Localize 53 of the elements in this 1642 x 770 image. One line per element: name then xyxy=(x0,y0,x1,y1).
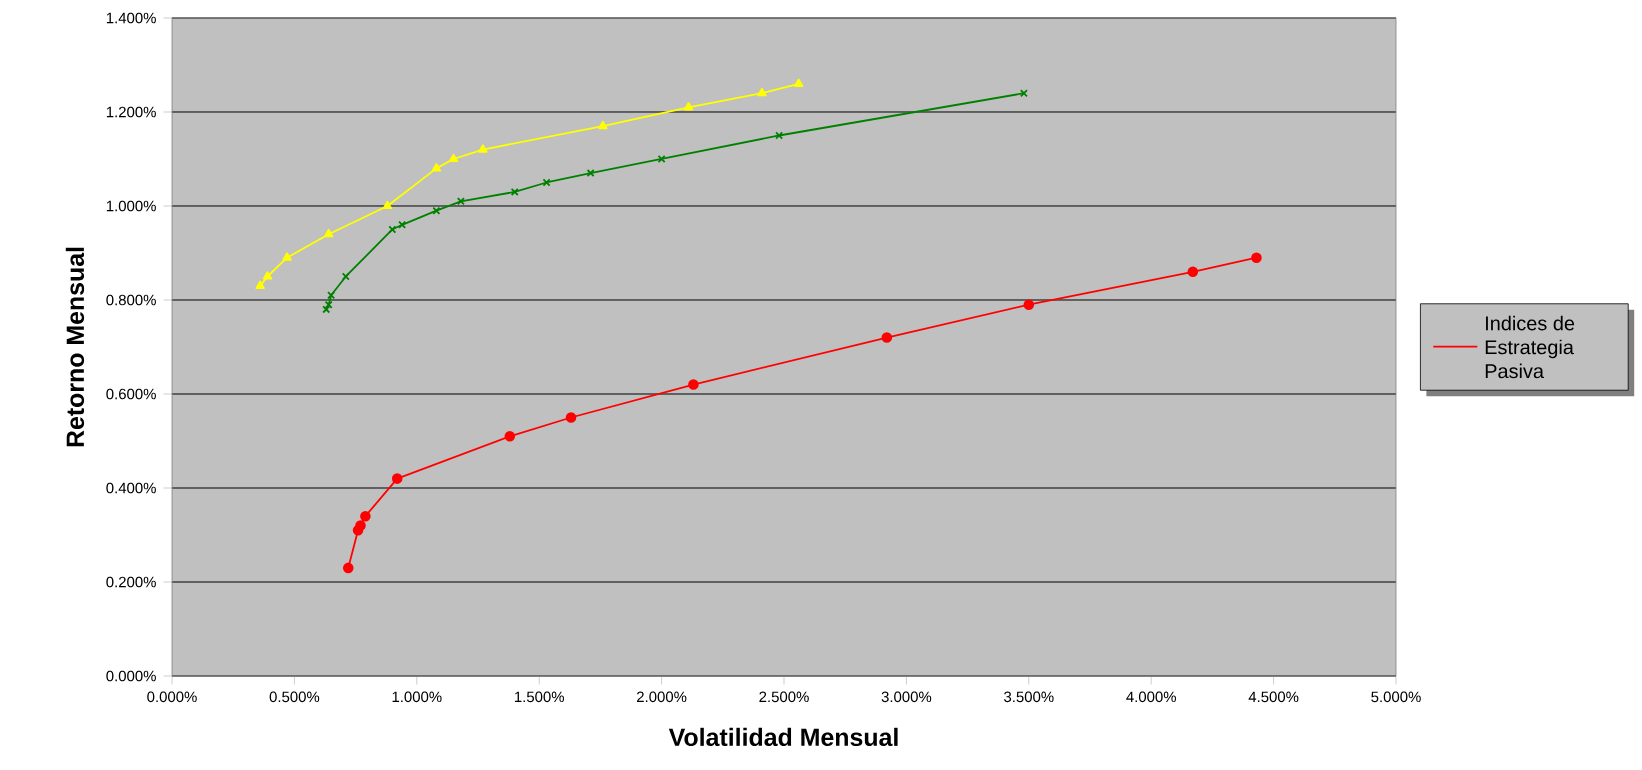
point xyxy=(1251,252,1262,263)
point xyxy=(456,197,465,206)
point xyxy=(510,187,519,196)
legend-label: Indices de Estrategia Pasiva xyxy=(1485,315,1575,379)
y-tick-label: 1.200% xyxy=(106,106,156,118)
x-tick-label: 1.000% xyxy=(392,691,442,703)
point xyxy=(255,280,265,289)
point xyxy=(382,200,393,210)
x-tick-label: 4.000% xyxy=(1126,691,1176,703)
point xyxy=(1019,89,1028,98)
x-tick-label: 3.500% xyxy=(1004,691,1054,703)
point xyxy=(432,206,441,215)
point xyxy=(542,178,551,187)
point xyxy=(794,78,804,87)
x-axis-title: Volatilidad Mensual xyxy=(668,727,898,747)
x-tick-label: 0.000% xyxy=(147,691,197,703)
point xyxy=(431,163,442,172)
point xyxy=(478,144,488,153)
point xyxy=(448,153,459,163)
point xyxy=(688,379,699,390)
point xyxy=(598,120,608,130)
point xyxy=(881,332,893,343)
point xyxy=(398,220,407,229)
x-tick-label: 2.000% xyxy=(637,691,687,703)
point xyxy=(282,252,292,261)
y-tick-label: 0.200% xyxy=(106,576,156,588)
x-tick-label: 1.500% xyxy=(514,691,564,703)
x-tick-label: 3.000% xyxy=(881,691,932,703)
x-tick-label: 5.000% xyxy=(1371,691,1421,703)
point xyxy=(355,520,366,531)
point xyxy=(1187,266,1199,278)
point xyxy=(360,510,371,522)
point xyxy=(262,271,273,280)
point xyxy=(323,228,334,238)
y-tick-label: 0.600% xyxy=(106,388,156,400)
x-tick-label: 0.500% xyxy=(269,691,320,703)
x-tick-label: 4.500% xyxy=(1248,691,1299,703)
point xyxy=(342,562,354,574)
y-tick-label: 0.400% xyxy=(106,482,156,494)
y-tick-label: 0.800% xyxy=(106,294,156,306)
y-axis-title: Retorno Mensual xyxy=(65,247,85,447)
point xyxy=(391,473,403,484)
point xyxy=(1023,299,1035,310)
y-tick-label: 0.000% xyxy=(106,670,156,682)
point xyxy=(565,412,577,423)
x-tick-label: 2.500% xyxy=(759,691,809,703)
point xyxy=(757,87,767,97)
point xyxy=(683,102,694,111)
point xyxy=(388,225,397,234)
y-tick-label: 1.000% xyxy=(106,200,156,212)
y-tick-label: 1.400% xyxy=(106,12,156,24)
point xyxy=(504,431,516,442)
point xyxy=(327,291,336,300)
